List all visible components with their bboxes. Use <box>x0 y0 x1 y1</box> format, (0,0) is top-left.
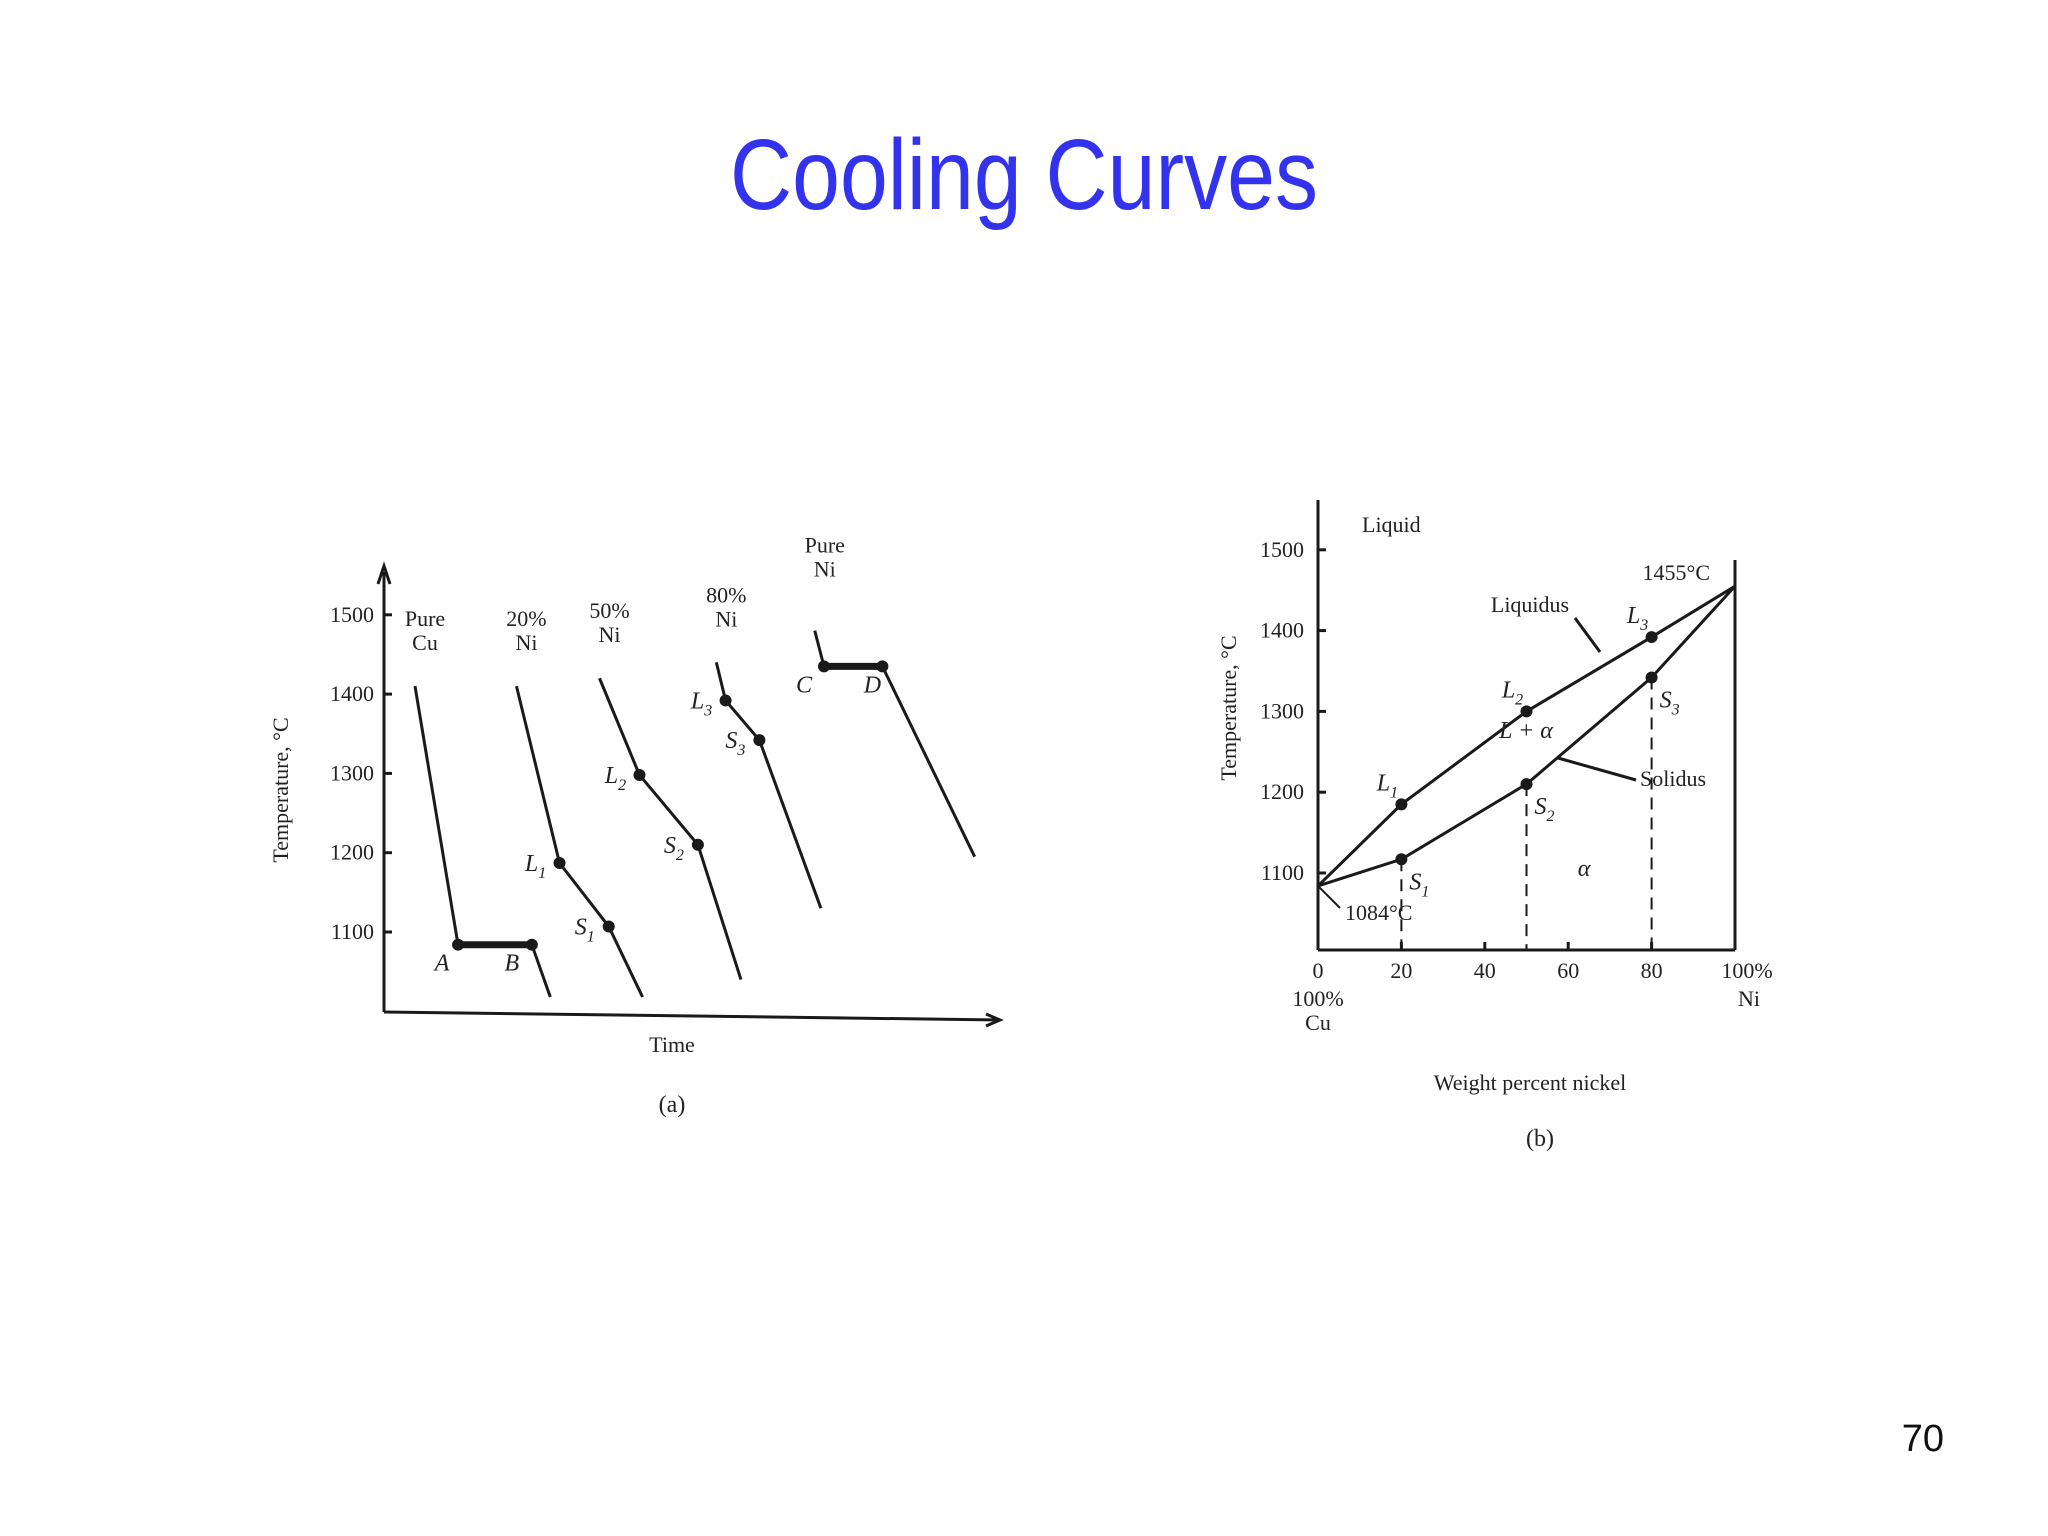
x-axis-title: Time <box>649 1032 695 1057</box>
x-axis-arrow <box>985 1012 1004 1028</box>
region-label-solid: α <box>1578 856 1591 882</box>
tie-point-label: L3 <box>1626 603 1648 634</box>
curve-marker-point <box>719 694 732 707</box>
curve-composition-label: Cu <box>412 630 438 655</box>
tie-point-label: S3 <box>1660 687 1680 718</box>
curve-composition-label: 50% <box>589 598 629 623</box>
liquidus-leader <box>1573 617 1602 653</box>
y-tick-label: 1400 <box>1260 618 1304 643</box>
y-tick-label: 1200 <box>330 840 374 865</box>
x-tick-label: 60 <box>1557 958 1579 983</box>
y-axis-arrow <box>376 561 392 585</box>
curve-marker-point <box>602 920 615 933</box>
x-tick-label: 80 <box>1641 958 1663 983</box>
x-axis <box>383 1010 1001 1022</box>
slide-title: Cooling Curves <box>730 119 1318 231</box>
cooling-curve-chart: 1100 1200 1300 1400 1500 Temperature, °C Time (… <box>268 533 1004 1118</box>
y-tick-label: 1300 <box>330 760 374 785</box>
tie-point-label: S2 <box>1535 794 1555 825</box>
tie-point <box>1520 705 1533 718</box>
y-tick-label: 1200 <box>1260 779 1304 804</box>
y-tick-label: 1400 <box>330 681 374 706</box>
curve-marker-point <box>691 838 704 851</box>
curve-composition-label: Pure <box>805 533 845 558</box>
curve-marker-label: L2 <box>604 763 626 794</box>
tie-point <box>1395 798 1408 811</box>
curve-marker-label: D <box>863 672 881 698</box>
curve-marker-point <box>633 768 646 781</box>
y-tick-label: 1500 <box>330 602 374 627</box>
region-label-liquid: Liquid <box>1362 512 1421 537</box>
y-tick-label: 1500 <box>1260 537 1304 562</box>
curve-marker-point <box>553 857 566 870</box>
curve-composition-label: Ni <box>599 622 621 647</box>
curve-composition-label: Ni <box>715 606 737 631</box>
tie-point-label: L2 <box>1501 677 1523 708</box>
tie-point-label: L1 <box>1376 770 1398 801</box>
ni-melting-label: 1455°C <box>1643 560 1710 585</box>
y-axis-title: Temperature, °C <box>268 717 293 862</box>
curve-composition-label: Ni <box>515 630 537 655</box>
tie-point <box>1645 631 1658 644</box>
solidus-label: Solidus <box>1640 766 1706 791</box>
solidus-leader <box>1557 756 1637 782</box>
curve-marker-label: L3 <box>690 688 712 719</box>
curve-marker-label: S2 <box>664 833 684 864</box>
chart-caption: (b) <box>1526 1126 1554 1152</box>
x-tick-label: 40 <box>1474 958 1496 983</box>
curve-marker-label: A <box>433 951 450 977</box>
cooling-curve-line <box>515 685 644 998</box>
x-end-label-right: Ni <box>1738 986 1760 1011</box>
x-end-label-left: Cu <box>1305 1010 1331 1035</box>
curve-marker-label: S3 <box>725 728 745 759</box>
x-axis-title: Weight percent nickel <box>1434 1070 1626 1095</box>
page-number: 70 <box>1901 1418 1944 1460</box>
chart-caption: (a) <box>659 1092 686 1118</box>
curve-composition-label: Pure <box>405 606 445 631</box>
curve-marker-label: C <box>796 672 813 698</box>
x-tick-label: 0 <box>1313 958 1324 983</box>
cooling-curve-line <box>598 677 743 981</box>
curve-marker-point <box>753 734 766 747</box>
x-end-label-left: 100% <box>1292 986 1343 1011</box>
liquidus-label: Liquidus <box>1491 592 1569 617</box>
y-tick-label: 1100 <box>1261 860 1304 885</box>
tie-point-label: S1 <box>1409 869 1429 900</box>
y-tick-label: 1100 <box>331 919 374 944</box>
curve-marker-label: B <box>505 951 520 977</box>
x-tick-label: 100% <box>1721 958 1772 983</box>
y-tick-label: 1300 <box>1260 698 1304 723</box>
region-label-two-phase: L + α <box>1498 718 1553 744</box>
curve-composition-label: 80% <box>706 582 746 607</box>
y-axis-title: Temperature, °C <box>1216 635 1241 780</box>
curve-composition-label: Ni <box>814 557 836 582</box>
x-tick-label: 20 <box>1390 958 1412 983</box>
cu-melting-leader <box>1317 885 1341 909</box>
curve-marker-label: S1 <box>575 914 595 945</box>
cooling-curve-line <box>714 662 823 909</box>
curve-marker-label: L1 <box>524 851 546 882</box>
cu-melting-label: 1084°C <box>1345 900 1412 925</box>
curve-composition-label: 20% <box>506 606 546 631</box>
